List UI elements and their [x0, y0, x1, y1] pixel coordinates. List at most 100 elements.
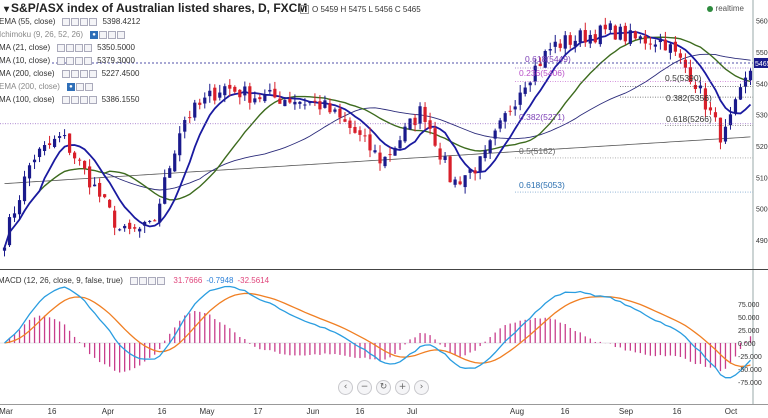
macd-legend[interactable]: MACD (12, 26, close, 9, false, true) 31.… [0, 276, 270, 285]
candle-body [2, 247, 7, 251]
macd-axis-label: 75.000 [738, 302, 760, 309]
close-icon[interactable] [79, 95, 88, 104]
candle-body [333, 109, 337, 112]
chart-navigation: ‹ − ↻ + › [338, 380, 429, 395]
ma21-line [3, 36, 751, 248]
time-axis-label: May [199, 407, 214, 416]
indicator-ma100[interactable]: MA (100, close) 5386.1550 [0, 95, 140, 104]
settings-icon[interactable] [66, 56, 75, 65]
candle-body [578, 30, 582, 43]
collapse-icon[interactable]: ▾ [4, 4, 10, 15]
indicator-ema55[interactable]: EMA (55, close) 5398.4212 [0, 17, 141, 26]
eye-icon[interactable] [57, 43, 66, 52]
candle-body [673, 41, 677, 52]
candle-body [218, 92, 222, 98]
candle-body [588, 34, 592, 44]
close-icon[interactable] [84, 82, 93, 91]
candle-body [433, 128, 437, 146]
eye-icon[interactable]: ● [66, 82, 75, 91]
settings-icon[interactable] [70, 69, 79, 78]
eye-icon[interactable] [62, 17, 71, 26]
more-icon[interactable] [157, 276, 166, 285]
candle-body [743, 77, 748, 87]
candle-body [653, 44, 657, 47]
candle-body [553, 41, 557, 47]
indicator-ichimoku[interactable]: Ichimoku (9, 26, 52, 26) ● [0, 29, 130, 40]
candle-body [663, 39, 667, 51]
close-icon[interactable] [108, 30, 117, 39]
candle-body [7, 217, 12, 246]
candle-body [178, 133, 182, 156]
candle-body [448, 156, 452, 183]
indicator-ema200[interactable]: EMA (200, close) ● [0, 81, 98, 92]
candle-body [188, 117, 192, 119]
candle-body [338, 108, 342, 118]
settings-icon[interactable] [66, 43, 75, 52]
candle-body [288, 98, 292, 103]
chevron-left-icon[interactable]: ‹ [338, 380, 353, 395]
close-icon[interactable] [79, 69, 88, 78]
settings-icon[interactable] [70, 95, 79, 104]
candle-body [108, 199, 112, 208]
indicator-ma21[interactable]: MA (21, close) 5350.5000 [0, 43, 135, 52]
candle-body [72, 152, 77, 159]
candle-body [123, 225, 127, 229]
more-icon[interactable] [84, 43, 93, 52]
more-icon[interactable] [84, 56, 93, 65]
more-icon[interactable] [117, 30, 126, 39]
candle-body [148, 220, 152, 222]
close-icon[interactable] [80, 17, 89, 26]
more-icon[interactable] [88, 69, 97, 78]
close-icon[interactable] [75, 43, 84, 52]
candle-body [478, 156, 482, 172]
macd-axis-label: 50.000 [738, 315, 760, 322]
eye-icon[interactable] [61, 69, 70, 78]
indicator-value: 5398.4212 [102, 17, 141, 26]
candle-body [603, 24, 607, 30]
candle-body [168, 168, 172, 178]
candle-body [248, 86, 252, 103]
candle-body [613, 25, 617, 40]
eye-icon[interactable]: ● [90, 30, 99, 39]
settings-icon[interactable] [75, 82, 84, 91]
indicator-value: 5350.5000 [97, 43, 135, 52]
indicator-ma10[interactable]: MA (10, close) 5379.3000 [0, 56, 135, 65]
close-icon[interactable] [148, 276, 157, 285]
eye-icon[interactable] [57, 56, 66, 65]
candle-body [563, 35, 567, 49]
candle-body [343, 119, 347, 122]
candle-body [228, 84, 232, 89]
eye-icon[interactable] [130, 276, 139, 285]
chevron-right-icon[interactable]: › [414, 380, 429, 395]
candle-body [47, 143, 52, 146]
indicator-ma200[interactable]: MA (200, close) 5227.4500 [0, 69, 140, 78]
eye-icon[interactable] [61, 95, 70, 104]
candle-body [193, 102, 197, 118]
time-axis-label: 16 [356, 407, 365, 416]
last-price-tag [754, 57, 768, 68]
ohlc-settings-icon[interactable] [300, 5, 309, 15]
candle-body [17, 200, 22, 215]
settings-icon[interactable] [71, 17, 80, 26]
plus-icon[interactable]: + [395, 380, 410, 395]
candle-body [32, 159, 37, 163]
settings-icon[interactable] [99, 30, 108, 39]
time-axis-label: Oct [725, 407, 738, 416]
indicator-value: 5227.4500 [101, 69, 140, 78]
fib-level-label: 0.5(5162) [519, 146, 556, 156]
candle-body [593, 34, 597, 43]
fib-level-label: 0.236(5406) [519, 68, 565, 78]
more-icon[interactable] [88, 95, 97, 104]
candle-body [143, 221, 147, 226]
reset-icon[interactable]: ↻ [376, 380, 391, 395]
price-axis-label: 5000 [756, 207, 768, 214]
candle-body [57, 136, 62, 138]
minus-icon[interactable]: − [357, 380, 372, 395]
close-icon[interactable] [75, 56, 84, 65]
more-icon[interactable] [89, 17, 98, 26]
candle-body [268, 89, 272, 92]
settings-icon[interactable] [139, 276, 148, 285]
candle-body [223, 86, 227, 96]
candle-body [453, 179, 457, 185]
